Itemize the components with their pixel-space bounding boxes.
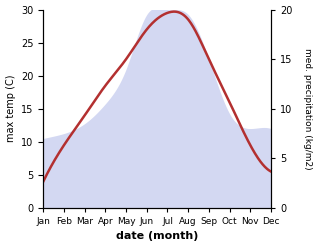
Y-axis label: med. precipitation (kg/m2): med. precipitation (kg/m2) — [303, 48, 313, 169]
X-axis label: date (month): date (month) — [116, 231, 198, 242]
Y-axis label: max temp (C): max temp (C) — [5, 75, 16, 143]
